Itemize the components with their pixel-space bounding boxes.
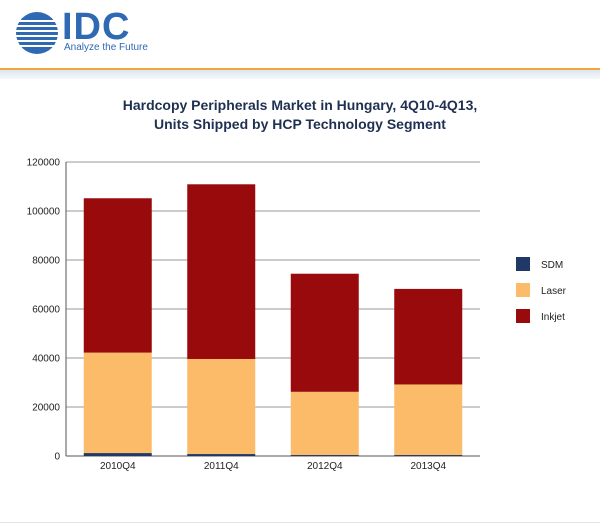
y-tick-label: 100000 xyxy=(27,207,61,218)
chart-title-line-1: Hardcopy Peripherals Market in Hungary, … xyxy=(122,97,478,113)
y-tick-label: 120000 xyxy=(27,158,61,169)
bar-laser-2013Q4 xyxy=(394,384,463,456)
bar-sdm-2013Q4 xyxy=(394,455,463,456)
y-tick-label: 60000 xyxy=(32,305,60,316)
legend-label-sdm: SDM xyxy=(541,260,563,271)
globe-icon xyxy=(16,12,58,54)
bar-inkjet-2011Q4 xyxy=(187,184,256,359)
legend-swatch-laser xyxy=(516,283,530,297)
bar-sdm-2011Q4 xyxy=(187,454,256,456)
y-tick-label: 20000 xyxy=(32,403,60,414)
header: IDC Analyze the Future xyxy=(0,0,600,68)
x-tick-label: 2011Q4 xyxy=(204,461,239,472)
chart-title: Hardcopy Peripherals Market in Hungary, … xyxy=(0,96,600,134)
y-tick-label: 40000 xyxy=(32,354,60,365)
y-tick-label: 0 xyxy=(54,452,60,463)
bar-sdm-2012Q4 xyxy=(290,455,359,456)
bar-inkjet-2012Q4 xyxy=(290,273,359,392)
y-tick-label: 80000 xyxy=(32,256,60,267)
logo-tagline: Analyze the Future xyxy=(64,42,148,53)
x-tick-label: 2012Q4 xyxy=(307,461,343,472)
bar-sdm-2010Q4 xyxy=(83,453,152,456)
logo-text: IDC xyxy=(62,6,131,48)
bar-inkjet-2010Q4 xyxy=(83,198,152,353)
footer-divider xyxy=(0,522,600,523)
legend-label-inkjet: Inkjet xyxy=(541,312,565,323)
bar-inkjet-2013Q4 xyxy=(394,288,463,385)
legend-swatch-sdm xyxy=(516,257,530,271)
header-rule xyxy=(0,68,600,70)
legend-swatch-inkjet xyxy=(516,309,530,323)
bar-laser-2012Q4 xyxy=(290,391,359,456)
bar-laser-2011Q4 xyxy=(187,358,256,455)
x-tick-label: 2010Q4 xyxy=(100,461,136,472)
chart-title-line-2: Units Shipped by HCP Technology Segment xyxy=(154,116,446,132)
header-band xyxy=(0,70,600,79)
x-tick-label: 2013Q4 xyxy=(410,461,446,472)
bar-laser-2010Q4 xyxy=(83,352,152,454)
legend-label-laser: Laser xyxy=(541,286,567,297)
